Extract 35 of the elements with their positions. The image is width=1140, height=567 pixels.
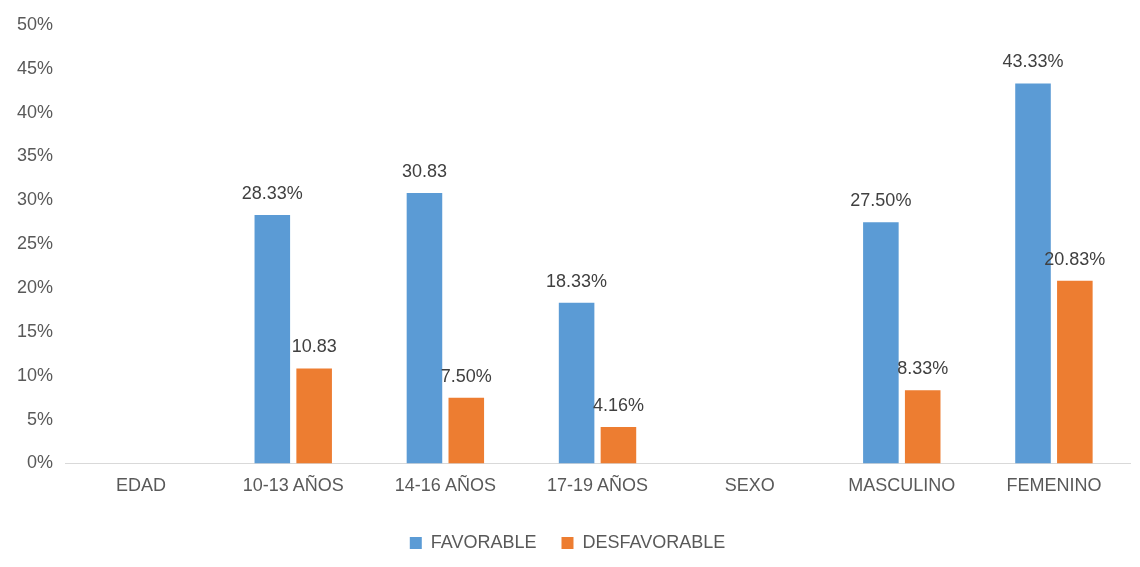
data-label: 10.83 bbox=[291, 336, 337, 357]
y-tick-label: 45% bbox=[17, 57, 54, 78]
bar bbox=[296, 368, 332, 464]
bar bbox=[254, 215, 291, 464]
y-tick-label: 40% bbox=[17, 101, 54, 122]
y-tick-label: 35% bbox=[17, 145, 54, 166]
x-tick-label: FEMENINO bbox=[1006, 475, 1102, 496]
y-tick-label: 0% bbox=[27, 452, 54, 473]
x-tick-label: EDAD bbox=[116, 475, 167, 496]
data-label: 43.33% bbox=[1002, 51, 1064, 72]
y-tick-label: 10% bbox=[17, 364, 54, 385]
x-tick-label: 14-16 AÑOS bbox=[394, 474, 496, 496]
data-label: 30.83 bbox=[401, 161, 447, 182]
x-tick-label: 10-13 AÑOS bbox=[242, 474, 344, 496]
bar bbox=[904, 390, 941, 464]
y-tick-label: 20% bbox=[17, 277, 54, 298]
y-tick-label: 30% bbox=[17, 189, 54, 210]
bar bbox=[1057, 280, 1093, 464]
legend-label: DESFAVORABLE bbox=[582, 531, 726, 552]
bar bbox=[558, 302, 595, 464]
y-tick-label: 50% bbox=[17, 13, 54, 34]
bar bbox=[448, 397, 485, 464]
x-tick-label: 17-19 AÑOS bbox=[546, 474, 649, 496]
legend-label: FAVORABLE bbox=[430, 531, 537, 552]
x-tick-label: SEXO bbox=[724, 475, 775, 496]
bar bbox=[406, 193, 443, 464]
bar bbox=[863, 222, 899, 464]
y-tick-label: 15% bbox=[17, 320, 54, 341]
y-tick-label: 25% bbox=[17, 233, 54, 254]
data-label: 18.33% bbox=[546, 270, 608, 291]
y-tick-label: 5% bbox=[27, 408, 54, 429]
x-tick-label: MASCULINO bbox=[848, 475, 956, 496]
data-label: 27.50% bbox=[850, 190, 912, 211]
data-label: 28.33% bbox=[241, 182, 303, 203]
bar bbox=[600, 426, 637, 464]
